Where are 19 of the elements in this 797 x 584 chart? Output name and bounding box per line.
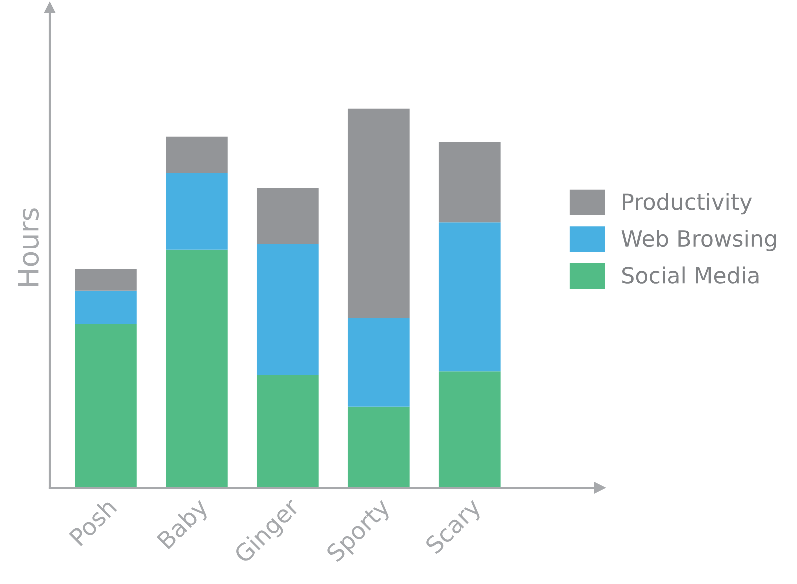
- bar: [256, 375, 319, 488]
- bar: [438, 142, 501, 223]
- bar: [166, 250, 228, 488]
- legend-label: Web Browsing: [622, 230, 776, 252]
- bar: [166, 173, 228, 250]
- bar: [75, 324, 137, 488]
- y-axis-title: Hours: [18, 208, 40, 286]
- legend-label: Productivity: [623, 193, 752, 215]
- bar: [348, 318, 410, 407]
- bar: [75, 269, 137, 291]
- bar: [348, 406, 410, 488]
- bar: [256, 244, 319, 376]
- bar: [348, 108, 410, 319]
- bar: [438, 222, 501, 372]
- bar: [75, 290, 137, 324]
- bar: [166, 136, 228, 174]
- bar: [438, 372, 501, 488]
- bar: [256, 188, 319, 244]
- legend-label: Social Media: [622, 266, 759, 284]
